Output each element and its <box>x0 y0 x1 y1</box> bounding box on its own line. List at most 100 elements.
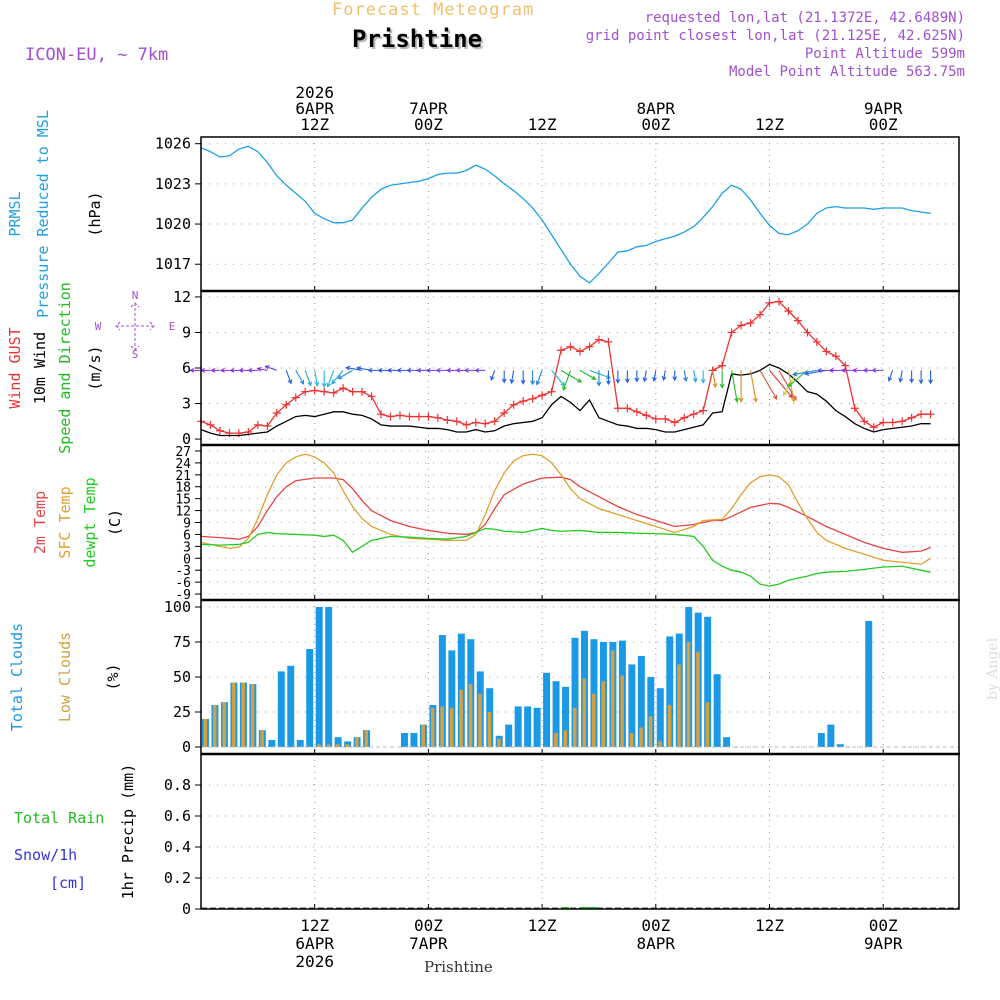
y-tick-label: 1026 <box>155 135 191 153</box>
gust-marker <box>756 310 765 319</box>
total-cloud-bar <box>713 674 721 747</box>
wind-direction-arrow <box>615 370 621 384</box>
panel-label: 2m Temp <box>31 491 49 554</box>
y-tick-label: 9 <box>182 323 191 341</box>
total-cloud-bar <box>836 744 844 747</box>
y-tick-label: 0.8 <box>164 776 191 794</box>
wind-direction-arrow <box>445 367 457 373</box>
total-cloud-bar <box>817 733 825 747</box>
wind-direction-arrow <box>337 369 353 380</box>
low-cloud-bar <box>573 707 577 747</box>
gust-marker <box>774 297 783 306</box>
total-cloud-bar <box>571 637 579 747</box>
total-cloud-bar <box>628 664 636 747</box>
total-cloud-bar <box>533 707 541 747</box>
y-tick-label: 3 <box>183 540 191 555</box>
low-cloud-bar <box>250 684 255 747</box>
gust-marker <box>623 404 632 413</box>
gust-marker <box>907 413 916 422</box>
total-cloud-bar <box>268 740 276 747</box>
y-tick-label: 0 <box>182 430 191 448</box>
low-cloud-bar <box>677 664 681 747</box>
panel-label: Total Clouds <box>8 623 26 731</box>
wind-direction-arrow <box>509 370 515 385</box>
total-cloud-bar <box>306 649 314 747</box>
time-label-bottom: 8APR <box>637 934 676 953</box>
low-cloud-bar <box>667 705 672 747</box>
gust-marker <box>727 328 736 337</box>
gust-marker <box>557 346 566 355</box>
wind-direction-arrow <box>606 370 611 386</box>
low-cloud-bar <box>705 702 710 747</box>
wind-direction-arrow <box>560 369 583 383</box>
y-tick-label: 0.4 <box>164 838 191 856</box>
total-cloud-bar <box>704 616 712 747</box>
y-tick-label: 0 <box>182 900 191 918</box>
y-tick-label: 75 <box>173 633 191 651</box>
gust-marker <box>462 420 471 429</box>
time-label-bottom: 00Z <box>641 916 670 935</box>
low-cloud-bar <box>563 730 568 747</box>
gust-marker <box>471 418 480 427</box>
gust-marker <box>253 420 262 429</box>
wind-direction-arrow <box>464 367 476 373</box>
low-cloud-bar <box>468 684 473 747</box>
wind-direction-arrow <box>530 370 536 386</box>
gust-marker <box>699 406 708 415</box>
requested-coords: requested lon,lat (21.1372E, 42.6489N) <box>644 10 965 26</box>
gust-marker <box>765 298 774 307</box>
rain-legend: Total Rain <box>14 809 104 827</box>
gust-marker <box>784 307 793 316</box>
wind-direction-arrow <box>909 370 915 384</box>
low-cloud-bar <box>430 707 435 747</box>
low-cloud-bar <box>355 737 359 747</box>
gust-marker <box>528 394 537 403</box>
y-tick-label: 24 <box>175 457 191 472</box>
y-tick-label: 6 <box>183 528 191 543</box>
compass-n: N <box>132 289 139 302</box>
panel-label: 10m Wind <box>31 332 49 404</box>
low-cloud-bar <box>241 682 245 747</box>
time-label-top: 12Z <box>300 115 329 134</box>
total-cloud-bar <box>287 665 295 747</box>
gust-marker <box>386 412 395 421</box>
time-label-top: 2026 <box>295 83 334 102</box>
gust-marker <box>547 387 556 396</box>
wind-direction-arrow <box>700 370 706 384</box>
total-cloud-bar <box>590 639 598 747</box>
gust-marker <box>301 387 310 396</box>
gust-marker <box>689 410 698 419</box>
gust-marker <box>879 418 888 427</box>
gust-marker <box>481 419 490 428</box>
panel-label: Wind GUST <box>6 327 24 408</box>
model-label: ICON-EU, ~ 7km <box>25 45 169 65</box>
series-line-sfc-temp <box>200 453 931 565</box>
gust-marker <box>670 418 679 427</box>
wind-direction-arrow <box>238 367 249 373</box>
panel-clouds <box>195 599 960 755</box>
panel-label: SFC Temp <box>56 486 74 558</box>
total-cloud-bar <box>505 724 513 747</box>
wind-direction-arrow <box>759 370 778 401</box>
gust-marker <box>576 347 584 356</box>
wind-direction-arrow <box>642 370 648 383</box>
low-cloud-bar <box>648 716 653 747</box>
time-label-top: 7APR <box>409 99 448 118</box>
wind-direction-arrow <box>189 367 201 373</box>
wind-direction-arrow <box>520 370 526 385</box>
low-cloud-bar <box>231 682 236 747</box>
time-label-top: 8APR <box>637 99 676 118</box>
y-tick-label: 12 <box>175 505 191 520</box>
low-cloud-bar <box>686 642 691 747</box>
gust-marker <box>812 337 821 346</box>
wind-direction-arrow <box>264 365 277 371</box>
y-tick-label: 18 <box>175 481 191 496</box>
wind-direction-arrow <box>326 370 335 388</box>
time-label-bottom: 12Z <box>528 916 557 935</box>
time-label-bottom: 7APR <box>409 934 448 953</box>
total-cloud-bar <box>865 621 873 747</box>
total-cloud-bar <box>514 706 522 747</box>
low-cloud-bar <box>317 744 321 747</box>
wind-direction-arrow <box>314 370 320 387</box>
